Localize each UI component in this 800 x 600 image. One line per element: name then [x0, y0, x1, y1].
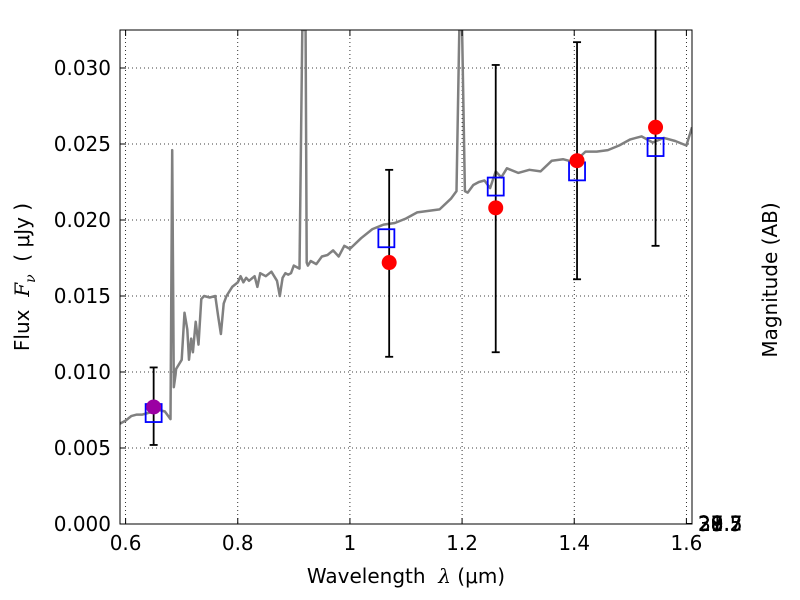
- y-tick-label: 0.010: [54, 360, 111, 384]
- y-axis-ticks: 0.000 0.005 0.010 0.015 0.020 0.025 0.030: [54, 56, 126, 536]
- y2-tick-label: 29: [698, 512, 723, 536]
- x-tick-label: 0.8: [222, 531, 254, 555]
- y-tick-label: 0.015: [54, 284, 111, 308]
- y2-tick-label: 28.5: [698, 512, 743, 536]
- y-tick-label: 0.025: [54, 132, 111, 156]
- spectrum-line: [120, 30, 692, 425]
- y2-tick-label: 30: [698, 512, 723, 536]
- x-axis-ticks: 0.6 0.8 1 1.2 1.4 1.6: [110, 30, 702, 555]
- y-tick-label: 0.020: [54, 208, 111, 232]
- y2-tick-label: 31: [698, 512, 723, 536]
- x-axis-label: Wavelength λ (μm): [307, 564, 505, 588]
- y2-axis-label: Magnitude (AB): [758, 202, 782, 357]
- y2-tick-label: 28: [698, 512, 723, 536]
- x-tick-label: 1.6: [670, 531, 702, 555]
- y-axis-label: Flux Fν ( μJy ): [10, 203, 39, 351]
- y2-tick-label: 29.5: [698, 512, 743, 536]
- spectrum-layer: [120, 30, 692, 425]
- plot-frame: [119, 29, 693, 525]
- observed-photometry-point: [488, 200, 504, 216]
- y2-tick-label: 28.2: [698, 512, 743, 536]
- x-tick-label: 0.6: [110, 531, 142, 555]
- y-tick-label: 0.005: [54, 436, 111, 460]
- y-tick-label: 0.030: [54, 56, 111, 80]
- observed-photometry-markers: [146, 119, 664, 415]
- model-photometry-point: [377, 228, 396, 249]
- x-tick-label: 1.2: [446, 531, 478, 555]
- observed-photometry-point: [146, 399, 162, 415]
- observed-photometry-point: [648, 119, 664, 135]
- model-photometry-point: [646, 137, 665, 157]
- observed-photometry-point: [569, 153, 585, 169]
- x-tick-label: 1: [344, 531, 357, 555]
- x-tick-label: 1.4: [558, 531, 590, 555]
- observed-photometry-point: [381, 255, 397, 271]
- model-photometry-point: [486, 176, 505, 197]
- y2-tick-label: 27.7: [698, 512, 743, 536]
- y-tick-label: 0.000: [54, 512, 111, 536]
